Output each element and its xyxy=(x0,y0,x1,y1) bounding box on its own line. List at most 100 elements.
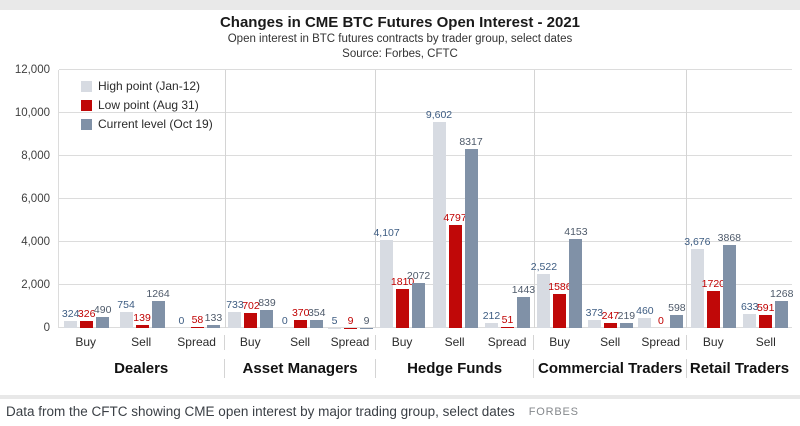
group-dealers: 324 326 490 754 139 1264 0 58 133 xyxy=(59,70,227,328)
bar-low-buy: 1810 xyxy=(391,276,414,328)
group-name-row: Dealers Asset Managers Hedge Funds Commerci… xyxy=(58,350,792,394)
bar-cluster-sell: 9,602 4797 8317 xyxy=(426,70,483,328)
gridline xyxy=(59,327,792,328)
bar-value-label: 219 xyxy=(617,310,636,323)
chart-source: Source: Forbes, CFTC xyxy=(342,48,458,60)
bar-value-label: 247 xyxy=(601,309,620,322)
bar-current-sell: 219 xyxy=(618,310,635,328)
bar-value-label: 754 xyxy=(117,298,135,311)
bar-low-sell: 370 xyxy=(292,307,310,328)
bar-current-buy: 490 xyxy=(94,304,111,328)
group-commercial-traders: 2,522 1586 4153 373 247 219 460 0 598 xyxy=(531,70,688,328)
bar-value-label: 58 xyxy=(191,313,204,326)
bar-low-buy: 1720 xyxy=(702,278,725,328)
bar-cluster-sell: 754 139 1264 xyxy=(114,70,170,328)
bar-low-sell: 591 xyxy=(757,302,775,328)
y-tick-label: 12,000 xyxy=(14,64,50,76)
legend-label: Low point (Aug 31) xyxy=(98,98,199,112)
bar-value-label: 460 xyxy=(636,305,654,318)
bar-value-label: 591 xyxy=(756,302,775,315)
bar-value-label: 354 xyxy=(307,307,326,320)
bar-groups: 324 326 490 754 139 1264 0 58 133 733 702 839 0 370 35… xyxy=(59,70,793,328)
group-name-label: Commercial Traders xyxy=(534,359,688,378)
legend: High point (Jan-12) Low point (Aug 31) Cur… xyxy=(81,80,213,137)
bar-value-label: 326 xyxy=(77,308,96,320)
bar-cluster-sell: 633 591 1268 xyxy=(740,70,793,328)
legend-item: High point (Jan-12) xyxy=(81,80,213,93)
category-label-spread: Spread xyxy=(177,335,216,349)
category-labels-group: Buy Sell Spread xyxy=(58,335,226,350)
category-label-buy: Buy xyxy=(75,335,97,349)
legend-swatch-icon xyxy=(81,81,92,92)
bar-value-label: 0 xyxy=(281,315,288,327)
bar-value-label: 0 xyxy=(657,315,664,327)
bar-value-label: 370 xyxy=(291,307,310,320)
bar-low-buy: 702 xyxy=(242,300,260,328)
group-name-label: Retail Traders xyxy=(689,360,790,377)
bar-cluster-sell: 373 247 219 xyxy=(585,70,635,328)
footer: Data from the CFTC showing CME open inte… xyxy=(0,399,800,426)
group-hedge-funds: 4,107 1810 2072 9,602 4797 8317 212 51 1443 xyxy=(373,70,535,328)
group-name-label: Hedge Funds xyxy=(376,359,535,378)
bar-cluster-spread: 460 0 598 xyxy=(636,70,686,328)
bar-value-label: 1264 xyxy=(146,287,170,300)
bar-high-sell: 633 xyxy=(741,301,759,328)
bar-cluster-buy: 324 326 490 xyxy=(59,70,114,328)
bar-value-label: 373 xyxy=(585,306,604,319)
legend-label: High point (Jan-12) xyxy=(98,79,201,93)
gridline xyxy=(59,69,792,70)
plot-column: 324 326 490 754 139 1264 0 58 133 733 702 839 0 370 35… xyxy=(58,69,793,394)
bar-value-label: 212 xyxy=(482,310,501,323)
category-label-sell: Sell xyxy=(755,335,776,349)
legend-item: Current level (Oct 19) xyxy=(81,118,213,131)
page-top-strip xyxy=(0,0,800,10)
bar-value-label: 3,676 xyxy=(684,235,711,248)
bar-value-label: 5 xyxy=(331,314,338,327)
category-labels-group: Buy Sell xyxy=(687,335,792,350)
bar-current-buy: 839 xyxy=(258,297,276,328)
bar-high-spread: 212 xyxy=(483,310,500,328)
bar-low-buy: 1586 xyxy=(548,281,572,328)
bar-value-label: 133 xyxy=(204,312,223,325)
bar-high-buy: 3,676 xyxy=(684,236,710,328)
category-labels-group: Buy Sell Spread xyxy=(376,335,535,350)
bar-current-sell: 1268 xyxy=(770,288,793,328)
bar-current-buy: 4153 xyxy=(564,226,588,328)
chart-body: 0 2,000 4,000 6,000 8,000 10,000 12,000 324 326… xyxy=(0,62,800,394)
bar-value-label: 1268 xyxy=(770,287,794,300)
bar-cluster-spread: 212 51 1443 xyxy=(481,70,535,328)
bar-value-label: 633 xyxy=(740,301,759,314)
bar-value-label: 4,107 xyxy=(373,226,400,239)
bar-low-sell: 139 xyxy=(133,312,151,328)
category-label-sell: Sell xyxy=(444,335,465,349)
bar-value-label: 1443 xyxy=(511,283,536,296)
bar-value-label: 139 xyxy=(133,312,151,325)
bar-current-spread: 1443 xyxy=(512,284,535,328)
bar-low-spread: 51 xyxy=(500,314,514,328)
bar-value-label: 2072 xyxy=(406,270,431,283)
chart-header: Changes in CME BTC Futures Open Interest… xyxy=(0,10,800,62)
category-label-spread: Spread xyxy=(641,335,681,349)
bar-value-label: 51 xyxy=(501,313,514,326)
category-label-buy: Buy xyxy=(702,335,724,349)
plot-area: 324 326 490 754 139 1264 0 58 133 733 702 839 0 370 35… xyxy=(58,69,793,328)
bar-cluster-buy: 3,676 1720 3868 xyxy=(684,70,741,328)
bar-low-buy: 326 xyxy=(78,308,95,328)
bar-value-label: 733 xyxy=(226,299,244,312)
group-retail-traders: 3,676 1720 3868 633 591 1268 xyxy=(684,70,793,328)
category-label-sell: Sell xyxy=(290,335,311,349)
category-labels-group: Buy Sell Spread xyxy=(534,335,688,350)
category-label-buy: Buy xyxy=(549,335,570,349)
legend-item: Low point (Aug 31) xyxy=(81,99,213,112)
y-tick-label: 2,000 xyxy=(21,279,50,291)
bar-value-label: 490 xyxy=(93,304,112,317)
legend-swatch-icon xyxy=(81,119,92,130)
bar-value-label: 2,522 xyxy=(530,260,558,273)
bar-value-label: 598 xyxy=(668,302,686,315)
y-tick-label: 6,000 xyxy=(21,193,50,205)
bar-low-sell: 247 xyxy=(602,310,619,328)
bar-value-label: 1720 xyxy=(701,278,726,291)
bar-high-spread: 460 xyxy=(636,305,654,328)
bar-value-label: 1810 xyxy=(390,276,415,289)
